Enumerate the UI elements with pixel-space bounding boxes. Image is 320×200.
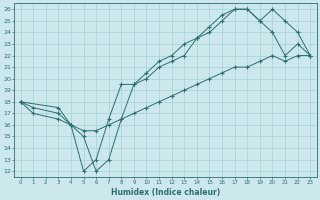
- X-axis label: Humidex (Indice chaleur): Humidex (Indice chaleur): [111, 188, 220, 197]
